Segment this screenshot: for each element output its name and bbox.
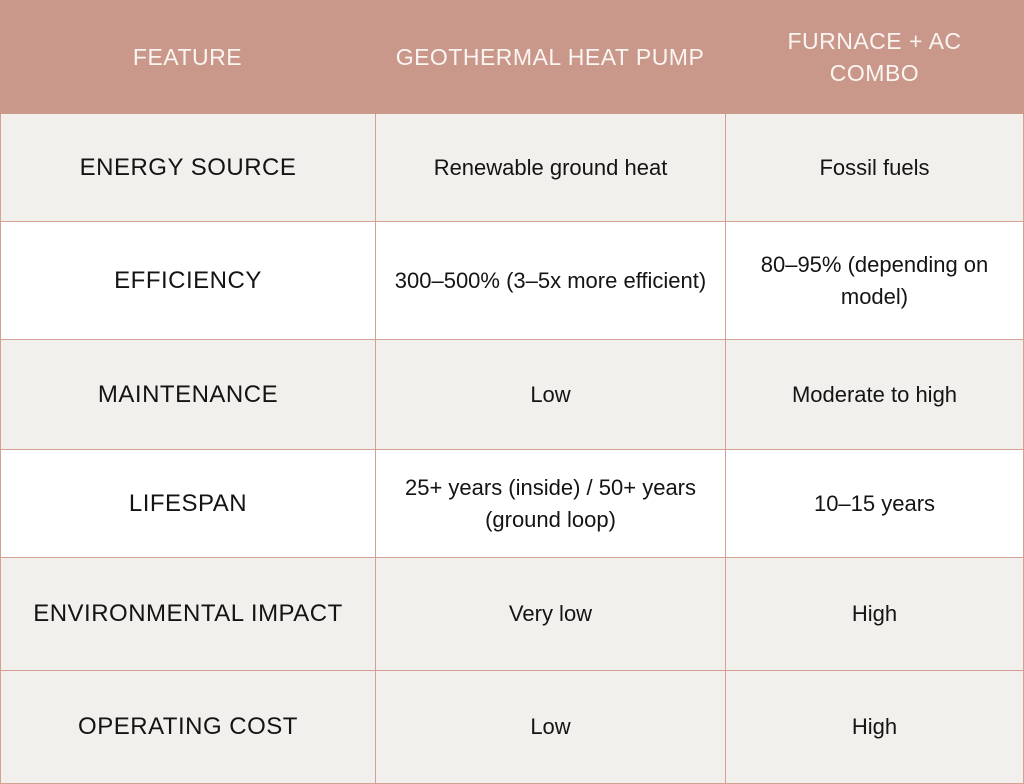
geothermal-cell: Renewable ground heat <box>375 114 725 221</box>
table-row: OPERATING COST Low High <box>0 671 1024 784</box>
geothermal-cell: 300–500% (3–5x more efficient) <box>375 222 725 339</box>
table-row: ENVIRONMENTAL IMPACT Very low High <box>0 558 1024 671</box>
header-feature: FEATURE <box>132 44 243 70</box>
feature-cell: LIFESPAN <box>0 450 375 557</box>
furnace-ac-cell: 10–15 years <box>725 450 1024 557</box>
furnace-ac-cell: 80–95% (depending on model) <box>725 222 1024 339</box>
geothermal-cell: Very low <box>375 558 725 670</box>
geothermal-cell: Low <box>375 671 725 783</box>
table-row: LIFESPAN 25+ years (inside) / 50+ years … <box>0 450 1024 558</box>
furnace-ac-cell: Fossil fuels <box>725 114 1024 221</box>
furnace-ac-cell: High <box>725 558 1024 670</box>
feature-cell: EFFICIENCY <box>0 222 375 339</box>
table-header: FEATURE GEOTHERMAL HEAT PUMP FURNACE + A… <box>0 0 1024 114</box>
table-row: EFFICIENCY 300–500% (3–5x more efficient… <box>0 222 1024 340</box>
feature-cell: OPERATING COST <box>0 671 375 783</box>
feature-cell: MAINTENANCE <box>0 340 375 449</box>
feature-cell: ENERGY SOURCE <box>0 114 375 221</box>
furnace-ac-cell: High <box>725 671 1024 783</box>
header-geothermal: GEOTHERMAL HEAT PUMP <box>395 44 705 70</box>
table-row: ENERGY SOURCE Renewable ground heat Foss… <box>0 114 1024 222</box>
header-furnace-ac: FURNACE + AC COMBO <box>787 28 962 86</box>
feature-cell: ENVIRONMENTAL IMPACT <box>0 558 375 670</box>
furnace-ac-cell: Moderate to high <box>725 340 1024 449</box>
table-row: MAINTENANCE Low Moderate to high <box>0 340 1024 450</box>
geothermal-cell: 25+ years (inside) / 50+ years (ground l… <box>375 450 725 557</box>
geothermal-cell: Low <box>375 340 725 449</box>
